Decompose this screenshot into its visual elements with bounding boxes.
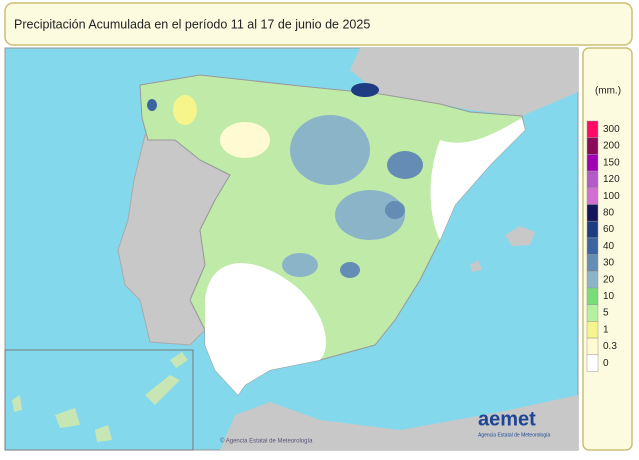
legend-swatch xyxy=(586,187,599,205)
precip-area xyxy=(387,151,423,179)
canary-inset xyxy=(4,349,194,451)
legend-label: 0.3 xyxy=(603,341,617,352)
legend-label: 30 xyxy=(603,258,615,269)
legend-label: 120 xyxy=(603,174,620,185)
precip-area xyxy=(340,262,360,278)
legend-swatch xyxy=(586,170,599,189)
legend-swatch xyxy=(586,237,599,255)
legend-swatch xyxy=(586,271,599,289)
precip-area xyxy=(335,190,405,240)
legend-swatch xyxy=(586,154,599,172)
legend-label: 200 xyxy=(603,141,620,152)
dry-area xyxy=(430,118,525,240)
legend-label: 150 xyxy=(603,157,620,168)
legend-swatch xyxy=(586,287,599,305)
credit: © Agencia Estatal de Meteorología xyxy=(220,438,313,445)
map: © Agencia Estatal de Meteorología aemet … xyxy=(4,47,579,451)
island xyxy=(170,352,188,368)
island xyxy=(95,425,112,442)
precip-area xyxy=(147,99,157,111)
legend-unit: (mm.) xyxy=(595,86,621,97)
logo: aemet xyxy=(478,408,536,430)
legend-label: 40 xyxy=(603,241,615,252)
legend-label: 60 xyxy=(603,224,615,235)
legend-label: 300 xyxy=(603,124,620,135)
title: Precipitación Acumulada en el período 11… xyxy=(14,17,370,31)
legend-label: 20 xyxy=(603,274,615,285)
precip-area xyxy=(290,115,370,185)
title-box xyxy=(4,2,633,46)
island xyxy=(55,408,80,428)
logo-subtitle: Agencia Estatal de Meteorología xyxy=(478,432,550,438)
legend-swatch xyxy=(586,220,599,239)
dry-area xyxy=(205,263,326,395)
legend-swatch xyxy=(586,204,599,222)
precip-area xyxy=(220,122,270,158)
island xyxy=(145,375,180,405)
legend-label: 100 xyxy=(603,191,620,202)
precip-area xyxy=(173,95,197,125)
legend-label: 1 xyxy=(603,324,609,335)
legend-label: 10 xyxy=(603,291,615,302)
legend-swatch xyxy=(586,321,599,339)
legend-swatch xyxy=(586,137,599,155)
legend-label: 80 xyxy=(603,207,615,218)
precip-area xyxy=(385,201,405,219)
balearic xyxy=(470,260,482,272)
balearic xyxy=(505,226,535,246)
legend-swatch xyxy=(586,304,599,322)
legend-label: 5 xyxy=(603,308,609,319)
legend-swatch xyxy=(586,254,599,272)
france xyxy=(350,48,578,116)
legend-swatch xyxy=(586,354,599,372)
precip-area xyxy=(351,83,379,97)
precip-area xyxy=(282,253,318,277)
legend-swatch xyxy=(586,337,599,356)
legend-label: 0 xyxy=(603,358,609,369)
legend-swatch xyxy=(586,120,599,138)
legend: (mm.) 300 200 150 120 100 80 60 40 30 20 10 5 1 0.3 0 xyxy=(582,47,633,451)
africa xyxy=(220,395,578,450)
island xyxy=(12,395,22,412)
